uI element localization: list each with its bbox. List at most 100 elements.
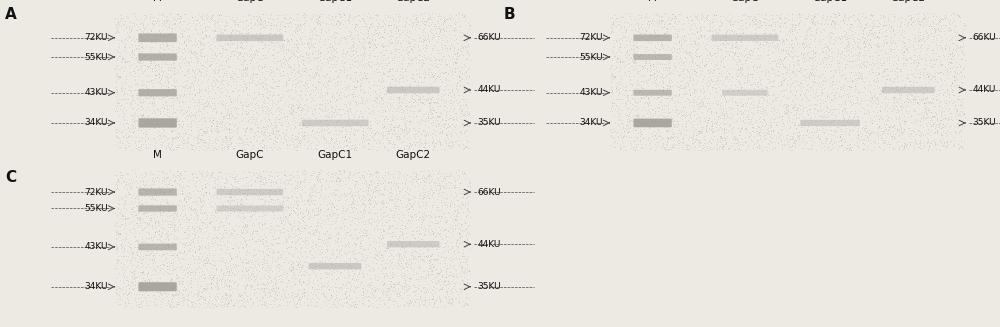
Point <box>410 265 426 270</box>
Point <box>230 246 246 251</box>
Point <box>910 15 926 21</box>
Point <box>771 37 787 43</box>
Point <box>391 58 407 63</box>
Point <box>284 83 300 88</box>
Point <box>283 49 299 54</box>
Point <box>334 281 350 286</box>
Point <box>207 191 223 196</box>
Point <box>392 90 408 95</box>
Point <box>183 142 199 147</box>
Point <box>405 114 421 120</box>
Point <box>787 72 803 77</box>
Point <box>705 128 721 133</box>
Point <box>452 186 468 192</box>
Point <box>256 220 272 225</box>
Point <box>801 26 817 31</box>
Point <box>230 24 246 29</box>
Point <box>446 213 462 218</box>
Point <box>636 73 652 78</box>
Point <box>198 130 214 135</box>
Point <box>193 256 209 261</box>
Point <box>861 79 877 84</box>
Point <box>346 240 362 246</box>
Point <box>143 28 159 33</box>
Point <box>358 24 374 29</box>
Point <box>375 18 391 24</box>
Point <box>368 82 384 88</box>
Point <box>716 65 732 70</box>
Point <box>749 144 765 149</box>
Point <box>656 113 672 119</box>
Point <box>328 232 344 237</box>
Point <box>755 88 771 93</box>
Point <box>206 175 222 180</box>
Point <box>385 173 401 179</box>
Point <box>653 84 669 89</box>
Point <box>191 246 207 251</box>
Point <box>170 202 186 207</box>
Point <box>683 21 699 26</box>
Point <box>340 119 356 124</box>
Point <box>810 20 826 25</box>
Point <box>298 270 314 275</box>
Point <box>114 298 130 303</box>
Point <box>307 115 323 120</box>
Point <box>127 279 143 284</box>
Point <box>613 134 629 139</box>
Point <box>646 11 662 16</box>
Point <box>838 74 854 79</box>
Point <box>712 115 728 120</box>
Point <box>881 75 897 80</box>
Point <box>875 88 891 93</box>
Point <box>229 270 245 275</box>
Point <box>113 242 129 248</box>
Point <box>208 194 224 199</box>
Point <box>150 218 166 223</box>
Point <box>141 284 157 289</box>
Point <box>166 124 182 129</box>
Point <box>296 68 312 73</box>
Point <box>123 28 139 33</box>
Point <box>428 57 444 62</box>
Point <box>938 100 954 106</box>
Point <box>290 262 306 267</box>
Point <box>414 298 430 303</box>
Point <box>446 247 462 252</box>
Point <box>813 21 829 26</box>
Point <box>159 57 175 62</box>
Point <box>270 44 286 49</box>
Point <box>212 98 228 103</box>
Point <box>374 233 390 238</box>
Point <box>230 207 246 212</box>
Point <box>947 113 963 118</box>
Point <box>205 304 221 310</box>
Point <box>250 64 266 70</box>
Point <box>181 33 197 38</box>
Point <box>670 99 686 104</box>
Point <box>295 58 311 63</box>
Point <box>279 41 295 46</box>
Point <box>420 223 436 228</box>
Point <box>715 104 731 109</box>
Point <box>288 304 304 309</box>
Point <box>833 74 849 79</box>
Point <box>379 88 395 94</box>
Point <box>228 240 244 245</box>
Point <box>248 82 264 87</box>
Point <box>352 46 368 51</box>
Point <box>218 180 234 185</box>
Point <box>214 220 230 225</box>
Point <box>414 219 430 224</box>
Point <box>861 82 877 87</box>
Point <box>210 137 226 142</box>
Point <box>739 127 755 132</box>
Point <box>658 64 674 69</box>
Point <box>122 191 138 196</box>
Point <box>430 253 446 259</box>
Point <box>896 113 912 118</box>
Point <box>121 23 137 28</box>
Point <box>416 209 432 215</box>
Point <box>112 231 128 236</box>
Point <box>304 265 320 270</box>
Point <box>744 18 760 23</box>
